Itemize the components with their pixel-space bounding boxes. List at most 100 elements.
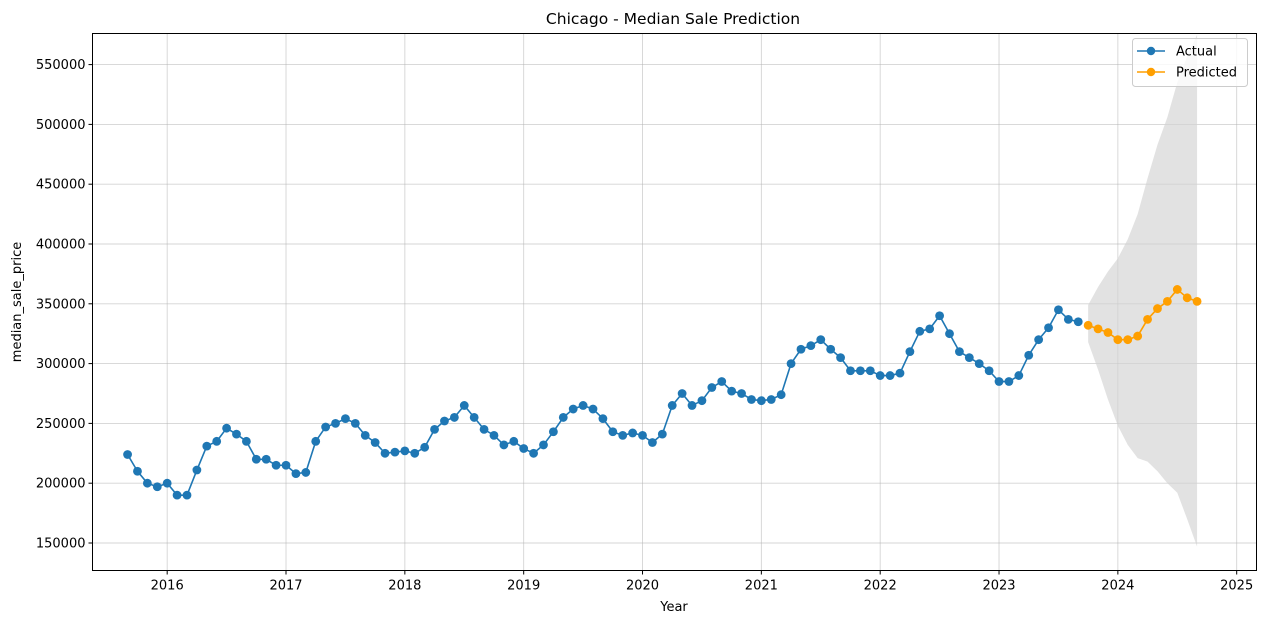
actual-point (608, 427, 618, 437)
predicted-point (1083, 320, 1093, 330)
actual-point (519, 444, 529, 453)
actual-point (1004, 377, 1014, 386)
actual-point (657, 429, 667, 439)
actual-point (251, 454, 261, 464)
actual-point (380, 448, 390, 458)
actual-point (955, 347, 964, 357)
prediction-interval-band (1088, 34, 1198, 547)
y-tick-label: 450000 (36, 178, 86, 193)
actual-point (499, 440, 509, 450)
actual-point (123, 450, 132, 459)
actual-point (885, 371, 895, 380)
actual-point (875, 371, 885, 380)
actual-point (915, 326, 925, 336)
actual-point (1014, 371, 1024, 380)
actual-point (707, 383, 717, 392)
actual-point (648, 438, 657, 447)
actual-point (806, 341, 816, 351)
actual-point (390, 447, 400, 457)
actual-point (697, 396, 707, 406)
predicted-point (1133, 331, 1143, 341)
actual-point (766, 395, 776, 404)
x-tick-label: 2016 (151, 579, 184, 594)
predicted-point (1192, 297, 1202, 306)
actual-point (479, 424, 489, 434)
y-tick-label: 350000 (36, 297, 86, 312)
legend-actual-marker (1146, 46, 1156, 56)
actual-point (638, 430, 647, 440)
predicted-point (1153, 304, 1162, 313)
actual-point (350, 418, 360, 428)
y-tick-label: 250000 (36, 417, 86, 432)
actual-point (489, 430, 499, 440)
x-tick-label: 2019 (507, 579, 540, 594)
actual-point (331, 418, 340, 428)
actual-point (1073, 317, 1083, 327)
y-tick-label: 200000 (36, 477, 86, 492)
actual-point (341, 414, 350, 424)
x-tick-label: 2017 (269, 579, 302, 594)
actual-point (440, 416, 449, 426)
actual-point (212, 436, 222, 446)
actual-point (301, 468, 311, 477)
actual-point (152, 482, 162, 492)
actual-point (568, 404, 578, 414)
actual-point (539, 440, 548, 450)
actual-point (529, 448, 538, 458)
actual-point (994, 377, 1004, 386)
actual-point (459, 401, 469, 410)
actual-point (360, 430, 370, 440)
y-tick-label: 550000 (36, 58, 86, 73)
actual-point (618, 430, 628, 440)
legend-actual-label: Actual (1176, 45, 1217, 60)
actual-point (281, 460, 291, 470)
actual-point (737, 389, 746, 398)
legend: Actual Predicted (1132, 38, 1248, 87)
actual-point (776, 390, 786, 400)
actual-point (449, 413, 459, 422)
actual-point (905, 347, 915, 357)
y-tick-label: 500000 (36, 118, 86, 133)
x-tick-label: 2020 (626, 579, 659, 594)
actual-point (410, 448, 420, 458)
y-tick-label: 150000 (36, 536, 86, 551)
actual-point (836, 353, 845, 363)
predicted-point (1103, 328, 1113, 337)
actual-point (232, 429, 241, 439)
actual-point (162, 478, 172, 488)
actual-point (598, 414, 608, 424)
x-tick-label: 2021 (745, 579, 778, 594)
actual-point (865, 366, 875, 376)
actual-point (370, 438, 380, 447)
actual-point (222, 423, 231, 433)
actual-point (945, 329, 954, 339)
x-axis-title: Year (659, 600, 688, 615)
actual-point (855, 366, 865, 376)
actual-point (548, 427, 558, 437)
y-axis: 150000 200000 250000 300000 350000 400000 4500… (36, 58, 93, 551)
actual-point (509, 436, 519, 446)
series-layer (123, 285, 1202, 500)
actual-point (964, 353, 974, 363)
actual-point (935, 311, 945, 321)
predicted-point (1093, 324, 1103, 334)
y-tick-label: 400000 (36, 237, 86, 252)
actual-point (271, 460, 281, 470)
actual-point (133, 466, 142, 476)
actual-point (469, 413, 479, 422)
predicted-point (1182, 293, 1192, 303)
y-tick-label: 300000 (36, 357, 86, 372)
actual-point (291, 469, 301, 479)
x-tick-label: 2024 (1101, 579, 1134, 594)
actual-point (747, 395, 756, 404)
actual-point (142, 478, 152, 488)
actual-point (717, 377, 727, 386)
x-tick-label: 2023 (982, 579, 1015, 594)
actual-point (826, 344, 836, 354)
actual-point (261, 454, 271, 464)
predicted-point (1162, 297, 1172, 306)
actual-point (1063, 314, 1073, 324)
actual-point (202, 441, 212, 451)
